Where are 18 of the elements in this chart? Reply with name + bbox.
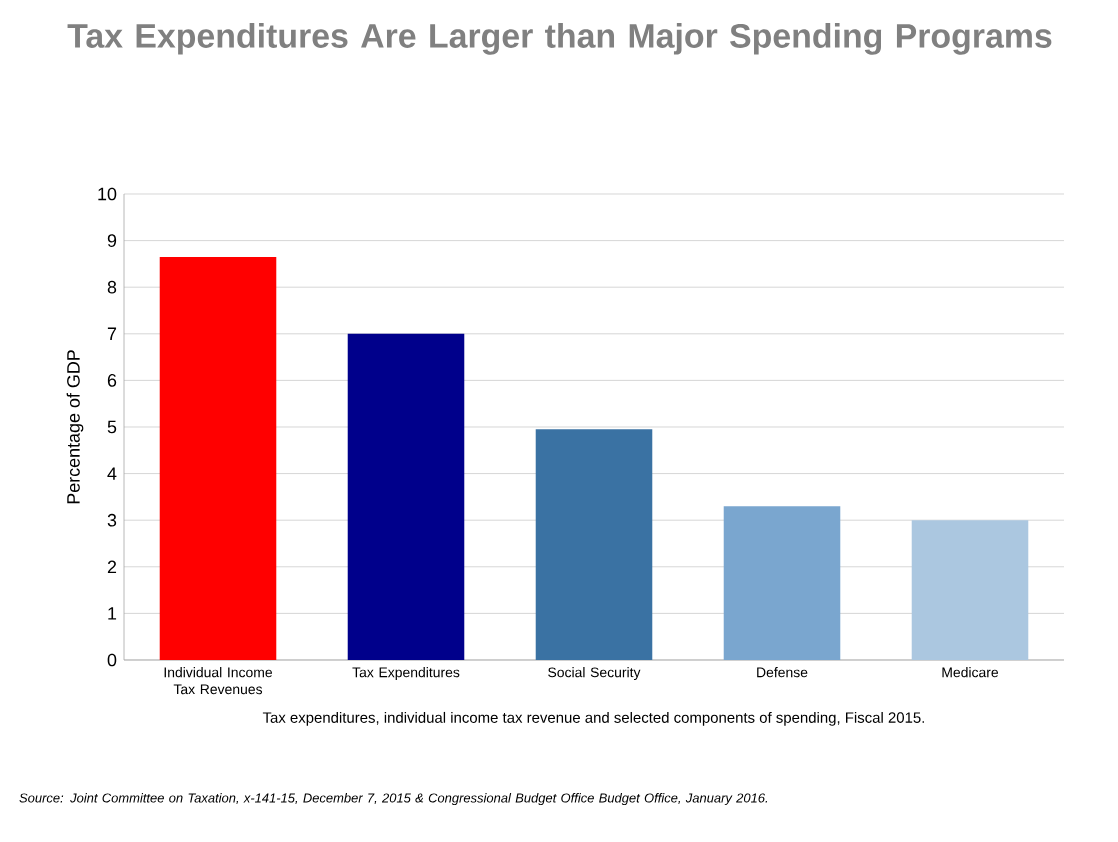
bar: [911, 520, 1029, 660]
y-tick-label: 0: [107, 653, 117, 667]
y-axis-title: Percentage of GDP: [66, 350, 84, 504]
y-tick-label: 1: [108, 607, 117, 620]
bar: [159, 256, 277, 660]
bar: [723, 506, 841, 660]
y-tick-label: 9: [107, 234, 117, 247]
y-tick-label: 4: [107, 467, 117, 480]
y-tick-label: 10: [98, 187, 117, 201]
chart-title: Tax Expenditures Are Larger than Major Spending Programs: [67, 23, 1052, 55]
bar: [535, 429, 653, 660]
y-tick-label: 2: [107, 560, 117, 574]
y-tick-label: 8: [107, 280, 117, 294]
y-tick-label: 3: [107, 513, 117, 527]
y-tick-label: 7: [107, 327, 117, 340]
y-tick-label: 5: [107, 420, 117, 434]
bar: [347, 333, 465, 660]
y-tick-label: 6: [107, 374, 117, 387]
